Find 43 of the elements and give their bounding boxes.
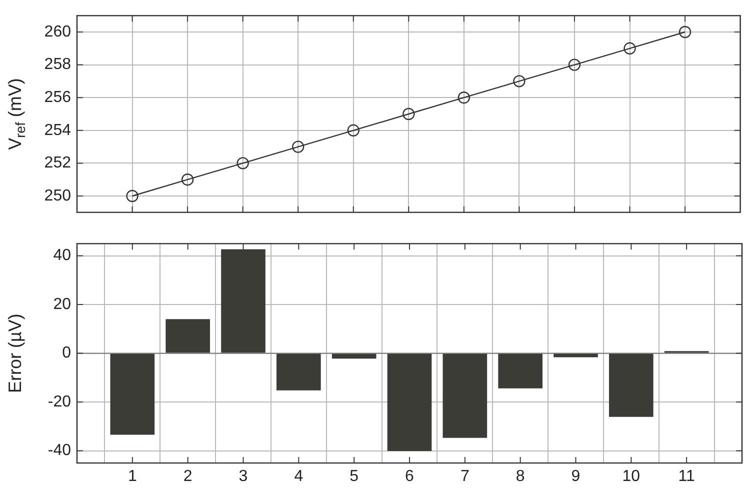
y-tick-label: 258: [44, 56, 72, 74]
y-tick-label: -40: [48, 442, 72, 460]
y-tick-label: 0: [62, 344, 72, 362]
y-tick-label: 250: [44, 187, 72, 204]
point: [402, 108, 415, 120]
y-tick-label: 20: [53, 296, 72, 313]
x-tick-label: 6: [405, 468, 414, 486]
y-axis-title: Error (µV): [4, 314, 25, 393]
x-tick-label: 5: [350, 468, 359, 486]
bar: [387, 354, 432, 452]
bar: [166, 319, 210, 353]
x-tick-label: 9: [571, 468, 580, 486]
x-tick-label: 11: [678, 468, 695, 486]
point: [347, 124, 360, 136]
point: [678, 26, 692, 38]
y-tick-label: -20: [48, 393, 72, 410]
y-tick-label: 260: [44, 23, 72, 40]
point: [513, 75, 526, 88]
x-tick-label: 1: [128, 468, 137, 486]
bar: [442, 354, 488, 438]
bar: [609, 354, 654, 417]
y-tick-label: 254: [44, 122, 72, 139]
y-tick-label: 252: [44, 154, 72, 172]
x-tick-label: 10: [622, 468, 640, 486]
point: [236, 157, 249, 170]
point: [458, 92, 470, 104]
bar: [498, 354, 542, 388]
point: [126, 190, 138, 202]
y-axis-title: Vref (mV): [4, 78, 28, 150]
bar: [276, 354, 321, 390]
x-tick-label: 4: [294, 468, 304, 486]
bar: [110, 354, 155, 435]
point: [181, 174, 194, 186]
point: [568, 58, 581, 71]
x-tick-label: 7: [460, 468, 470, 486]
y-tick-label: 256: [44, 89, 72, 106]
point: [292, 140, 304, 153]
x-tick-label: 8: [516, 468, 525, 486]
y-tick-label: 40: [53, 247, 72, 264]
x-tick-label: 3: [238, 468, 248, 486]
point: [624, 42, 636, 54]
bar: [332, 354, 376, 359]
x-tick-label: 2: [183, 468, 192, 486]
